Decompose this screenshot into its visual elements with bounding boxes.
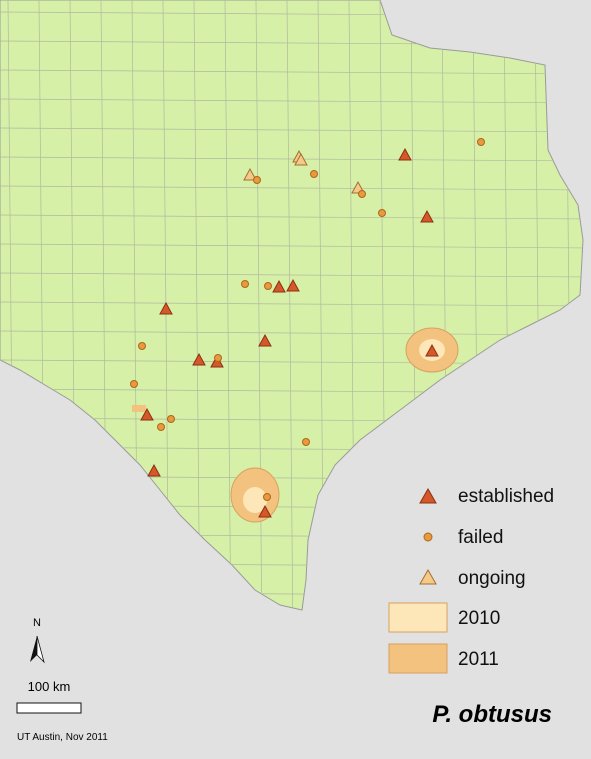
site-marker — [358, 190, 366, 198]
legend-symbol — [419, 568, 437, 585]
site-marker — [147, 463, 161, 477]
site-marker — [167, 415, 175, 423]
site-marker — [310, 170, 318, 178]
site-marker — [243, 167, 257, 181]
site-marker — [258, 504, 272, 518]
scale-label: 100 km — [28, 679, 71, 694]
site-marker — [159, 301, 173, 315]
north-label: N — [33, 617, 41, 629]
county-line — [0, 127, 583, 133]
site-marker — [286, 278, 300, 292]
buffer-2011 — [132, 405, 146, 412]
site-marker — [214, 354, 222, 362]
county-line — [0, 272, 583, 278]
site-marker — [140, 407, 154, 421]
title: P. obtusus — [432, 701, 552, 728]
site-marker — [138, 342, 146, 350]
site-marker — [264, 282, 272, 290]
county-line — [0, 243, 583, 249]
county-line — [0, 69, 583, 75]
county-line — [255, 0, 263, 610]
county-line — [224, 0, 232, 610]
arrow — [36, 635, 45, 664]
county-line — [193, 0, 201, 610]
legend-label: 2010 — [458, 608, 500, 629]
site-marker — [378, 209, 386, 217]
county-line — [0, 98, 583, 104]
site-marker — [253, 176, 261, 184]
site-marker — [241, 280, 249, 288]
site-marker — [477, 138, 485, 146]
legend-label: failed — [458, 527, 503, 548]
site-marker — [425, 343, 439, 357]
credit: UT Austin, Nov 2011 — [17, 732, 108, 743]
site-marker — [192, 352, 206, 366]
site-marker — [294, 152, 308, 166]
county-line — [0, 301, 583, 307]
site-marker — [420, 209, 434, 223]
site-marker — [157, 423, 165, 431]
sites — [130, 138, 485, 518]
site-marker — [263, 493, 271, 501]
county-line — [286, 0, 294, 610]
site-marker — [258, 333, 272, 347]
county-line — [0, 185, 583, 191]
site-marker — [398, 147, 412, 161]
legend-label: established — [458, 486, 554, 507]
county-line — [0, 214, 583, 220]
legend-symbol — [419, 487, 437, 504]
legend-symbol — [388, 643, 448, 674]
scale-bar — [16, 702, 82, 714]
legend-label: 2011 — [458, 649, 499, 670]
north-arrow: N — [30, 617, 45, 664]
legend-symbol — [388, 602, 448, 633]
legend: established failed ongoing 2010 2011 — [388, 486, 554, 674]
county-line — [0, 330, 583, 336]
legend-label: ongoing — [458, 568, 526, 589]
site-marker — [130, 380, 138, 388]
buffer-2010 — [243, 487, 267, 513]
legend-symbol — [423, 532, 433, 542]
arrow — [30, 636, 37, 662]
site-marker — [272, 279, 286, 293]
site-marker — [302, 438, 310, 446]
